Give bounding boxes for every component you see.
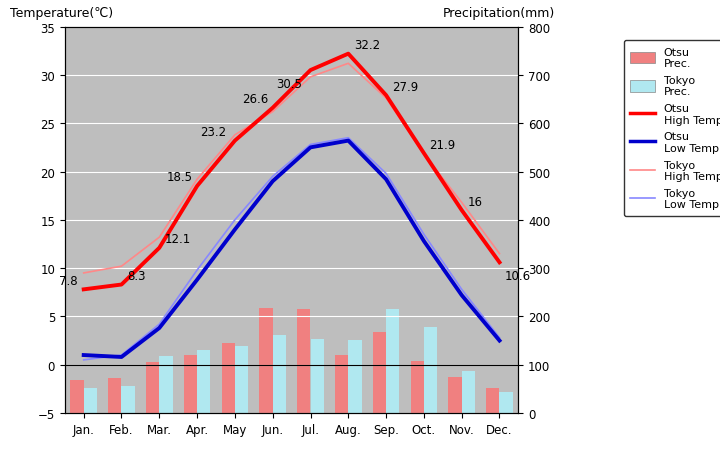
Text: 8.3: 8.3 (127, 269, 145, 282)
Bar (146, 362, 159, 413)
Bar (500, 392, 513, 413)
Text: 12.1: 12.1 (165, 233, 191, 246)
Bar (373, 332, 386, 413)
Bar (71, 381, 84, 413)
Bar (197, 351, 210, 413)
Text: 32.2: 32.2 (354, 39, 380, 52)
Bar (486, 388, 500, 413)
Bar (410, 362, 424, 413)
Bar (159, 356, 173, 413)
Bar (273, 335, 286, 413)
Bar (222, 343, 235, 413)
Bar (449, 377, 462, 413)
Bar (348, 340, 361, 413)
Bar (122, 386, 135, 413)
Text: 30.5: 30.5 (276, 78, 302, 90)
Text: 10.6: 10.6 (505, 269, 531, 282)
Bar (297, 309, 310, 413)
Bar (386, 309, 400, 413)
Text: Temperature(℃): Temperature(℃) (10, 7, 114, 20)
Text: 7.8: 7.8 (59, 274, 77, 287)
Text: Precipitation(mm): Precipitation(mm) (442, 7, 554, 20)
Bar (108, 378, 122, 413)
Bar (235, 347, 248, 413)
Bar (424, 327, 437, 413)
Text: 21.9: 21.9 (429, 138, 456, 151)
Bar (310, 339, 324, 413)
Text: 18.5: 18.5 (166, 171, 192, 184)
Text: 23.2: 23.2 (200, 126, 226, 139)
Bar (462, 372, 475, 413)
Bar (259, 308, 273, 413)
Bar (335, 355, 348, 413)
Text: 26.6: 26.6 (242, 93, 269, 106)
Bar (184, 355, 197, 413)
Bar (84, 388, 97, 413)
Text: 27.9: 27.9 (392, 80, 418, 94)
Text: 16: 16 (467, 195, 482, 208)
Legend: Otsu
Prec., Tokyo
Prec., Otsu
High Temp., Otsu
Low Temp., Tokyo
High Temp., Toky: Otsu Prec., Tokyo Prec., Otsu High Temp.… (624, 41, 720, 217)
